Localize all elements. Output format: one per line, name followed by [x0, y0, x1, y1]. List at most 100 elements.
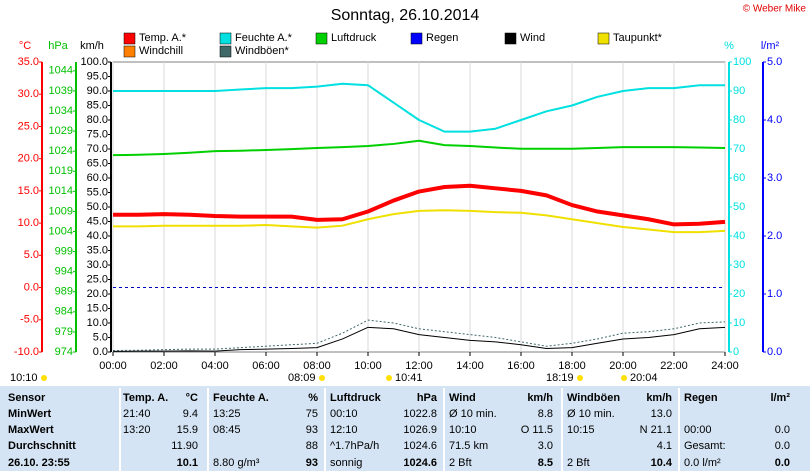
table-background	[0, 386, 810, 471]
legend-swatch	[219, 32, 232, 45]
table-cell: sonnig	[330, 457, 362, 469]
legend-label: Windchill	[139, 45, 183, 57]
x-tick-label: 18:00	[558, 360, 586, 372]
table-cell: 00:10	[330, 408, 358, 420]
legend-swatch	[504, 32, 517, 45]
y-tick-label: 10	[733, 317, 745, 329]
sun-icon	[577, 375, 583, 381]
series-line	[113, 82, 725, 133]
y-tick-label: 999	[55, 245, 73, 257]
axis-unit: l/m²	[761, 40, 780, 52]
y-tick-label: 90.0	[87, 85, 108, 97]
x-tick-label: 22:00	[660, 360, 688, 372]
table-header: Wind	[449, 392, 476, 404]
y-tick-label: 974	[55, 346, 73, 358]
table-cell: 0.0	[775, 457, 790, 469]
table-cell: 13:25	[213, 408, 241, 420]
table-cell: 75	[306, 408, 318, 420]
sun-marker: 10:41	[395, 372, 423, 384]
table-header: Windböen	[567, 392, 620, 404]
table-header: hPa	[417, 392, 438, 404]
axis-unit: km/h	[80, 40, 104, 52]
table-cell: 1024.6	[403, 457, 437, 469]
y-tick-label: 55.0	[87, 186, 108, 198]
sun-marker: 08:09	[288, 372, 316, 384]
table-header: km/h	[646, 392, 672, 404]
y-tick-label: 65.0	[87, 157, 108, 169]
table-cell: 15.9	[177, 424, 198, 436]
y-tick-label: -5.0	[20, 314, 39, 326]
table-cell: 00:00	[684, 424, 712, 436]
y-tick-label: 1034	[49, 105, 73, 117]
table-header: °C	[186, 392, 198, 404]
y-tick-label: 0	[733, 346, 739, 358]
y-tick-label: 90	[733, 85, 745, 97]
table-cell: 88	[306, 440, 318, 452]
y-tick-label: 70.0	[87, 143, 108, 155]
table-cell: 12:10	[330, 424, 358, 436]
y-tick-label: 45.0	[87, 215, 108, 227]
series-line	[112, 326, 726, 352]
table-cell: MaxWert	[8, 424, 54, 436]
y-tick-label: 60	[733, 172, 745, 184]
sun-marker: 10:10	[10, 372, 38, 384]
table-cell: Durchschnitt	[8, 440, 76, 452]
table-cell: 1022.8	[403, 408, 437, 420]
axis-unit: °C	[19, 40, 31, 52]
y-tick-label: 50.0	[87, 201, 108, 213]
legend-swatch	[597, 32, 610, 45]
table-cell: Ø 10 min.	[449, 408, 497, 420]
y-tick-label: 5.0	[93, 331, 108, 343]
y-tick-label: 80.0	[87, 114, 108, 126]
series-line	[113, 209, 726, 234]
table-cell: 1026.9	[403, 424, 437, 436]
table-cell: 2 Bft	[567, 457, 590, 469]
y-tick-label: 10.0	[87, 317, 108, 329]
series-line	[112, 139, 726, 157]
y-tick-label: 1009	[49, 205, 73, 217]
table-cell: Gesamt:	[684, 440, 726, 452]
legend-swatch	[219, 45, 232, 58]
sun-marker: 20:04	[630, 372, 658, 384]
table-cell: 10:15	[567, 424, 595, 436]
y-tick-label: 95.0	[87, 70, 108, 82]
table-header: Regen	[684, 392, 718, 404]
table-cell: 8.80 g/m³	[213, 457, 260, 469]
table-cell: 9.4	[183, 408, 198, 420]
y-tick-label: 20.0	[87, 288, 108, 300]
y-tick-label: 0.0	[24, 281, 39, 293]
y-tick-label: 30.0	[18, 88, 39, 100]
table-cell: 0.0	[775, 440, 790, 452]
y-tick-label: 100	[733, 56, 751, 68]
y-tick-label: 20.0	[18, 153, 39, 165]
table-cell: 10:10	[449, 424, 477, 436]
table-cell: 13:20	[123, 424, 151, 436]
y-tick-label: 35.0	[18, 56, 39, 68]
x-tick-label: 16:00	[507, 360, 535, 372]
y-tick-label: 100.0	[80, 56, 108, 68]
y-tick-label: 85.0	[87, 99, 108, 111]
y-tick-label: 70	[733, 143, 745, 155]
y-tick-label: 50	[733, 201, 745, 213]
y-tick-label: 979	[55, 326, 73, 338]
y-tick-label: 1044	[49, 65, 73, 77]
table-cell: 11.90	[171, 440, 198, 452]
table-header: %	[308, 392, 318, 404]
y-tick-label: 15.0	[18, 185, 39, 197]
legend-swatch	[315, 32, 328, 45]
sun-icon	[621, 375, 627, 381]
table-cell: 0.0	[775, 424, 790, 436]
table-cell: 2 Bft	[449, 457, 472, 469]
table-cell: Ø 10 min.	[567, 408, 615, 420]
y-tick-label: 1029	[49, 125, 73, 137]
table-header: Temp. A.	[123, 392, 168, 404]
table-cell: 1024.6	[403, 440, 437, 452]
series-line	[113, 183, 726, 227]
y-tick-label: 1.0	[767, 288, 782, 300]
y-tick-label: 75.0	[87, 128, 108, 140]
x-tick-label: 08:00	[303, 360, 331, 372]
sun-icon	[41, 375, 47, 381]
y-tick-label: 984	[55, 306, 73, 318]
table-header: Sensor	[8, 392, 46, 404]
